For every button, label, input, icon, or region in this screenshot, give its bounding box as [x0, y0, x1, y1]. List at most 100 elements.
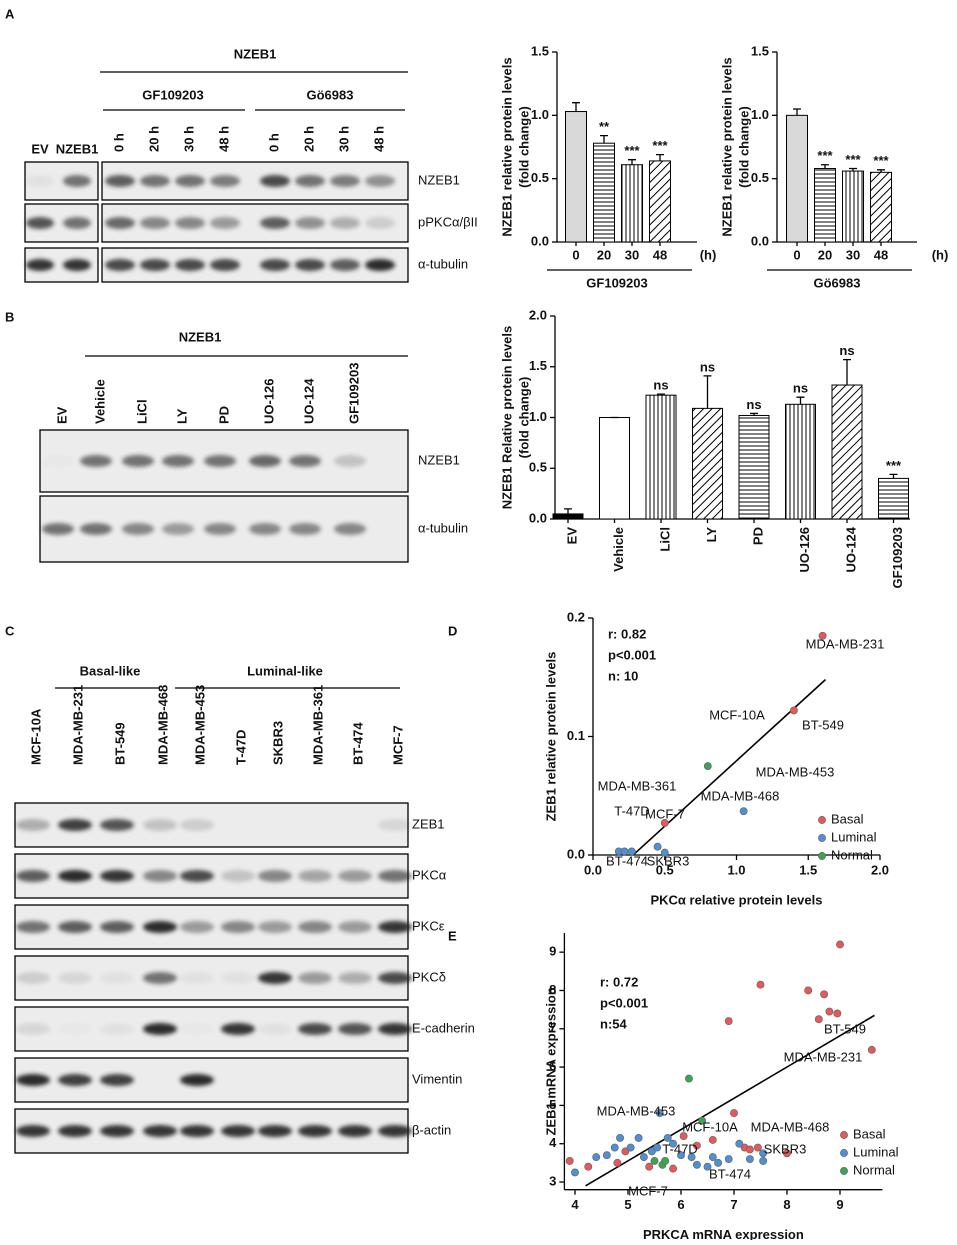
blot-band: [122, 523, 154, 535]
blot-band: [330, 175, 360, 187]
point-label: BT-549: [824, 1021, 866, 1036]
blot-band: [58, 1074, 92, 1086]
point: [698, 1116, 707, 1125]
y-tick-label: 1.0: [529, 409, 547, 424]
subgroup-label: GF109203: [142, 87, 203, 102]
point: [627, 847, 636, 856]
y-axis-label: ZEB1 mRNA expression: [543, 987, 558, 1135]
legend-swatch: [840, 1149, 848, 1157]
blot-band: [249, 523, 281, 535]
error-bar: [849, 167, 857, 172]
point: [621, 1147, 630, 1156]
blot-band: [365, 259, 395, 271]
protein-label: ZEB1: [412, 816, 445, 831]
blot-band: [295, 259, 325, 271]
blot-band: [143, 819, 177, 831]
blot-band: [378, 819, 412, 831]
blot-band: [338, 1125, 372, 1137]
x-axis-label: GF109203: [586, 275, 647, 290]
x-tick-label: 48: [874, 247, 888, 262]
y-tick-label: 5: [549, 1097, 556, 1112]
group-label: Basal-like: [80, 663, 141, 678]
y-axis-label: ZEB1 relative protein levels: [543, 652, 558, 822]
point: [634, 1134, 643, 1142]
fit-line: [585, 1014, 875, 1187]
blot-band: [100, 870, 134, 882]
point-label: MDA-MB-468: [751, 1119, 830, 1134]
blot-band: [330, 217, 360, 229]
protein-label: NZEB1: [418, 172, 460, 187]
point-label: MCF-10A: [709, 707, 765, 722]
point: [703, 762, 712, 771]
bar: [552, 513, 584, 520]
x-tick-label: 1.5: [799, 862, 817, 877]
error-bar: [843, 358, 851, 386]
blot-band: [378, 972, 412, 984]
bar: [738, 414, 770, 520]
protein-label: pPKCα/βII: [418, 214, 478, 229]
point: [639, 1153, 648, 1162]
lane-label: MCF-10A: [28, 708, 43, 765]
blot-band: [330, 259, 360, 271]
protein-label: NZEB1: [418, 452, 460, 467]
point: [692, 1141, 701, 1150]
blot-band: [260, 175, 290, 187]
blot-band: [58, 870, 92, 882]
y-tick-label: 1.0: [531, 107, 549, 122]
blot-band: [143, 1125, 177, 1137]
point: [789, 706, 798, 715]
blot-band: [175, 259, 205, 271]
point: [745, 1155, 754, 1163]
point: [804, 986, 813, 995]
y-axis-label: NZEB1 relative protein levels: [719, 57, 734, 236]
bar: [565, 111, 587, 243]
lane-label: GF109203: [346, 363, 361, 424]
legend-label: Basal: [831, 811, 864, 826]
y-tick-label: 0.0: [529, 510, 547, 525]
point: [756, 980, 765, 989]
y-axis-label: (fold change): [516, 377, 531, 459]
error-bar: [750, 412, 758, 416]
point: [602, 1151, 611, 1160]
bar: [842, 170, 864, 243]
significance-label: ns: [653, 378, 668, 393]
point-label: MDA-MB-361: [598, 778, 677, 793]
x-tick-label: 5: [624, 1197, 631, 1212]
x-tick-label: 20: [818, 247, 832, 262]
blot-band: [298, 972, 332, 984]
lane-label: 0 h: [111, 133, 126, 152]
point: [818, 631, 827, 640]
lane-label: BT-474: [350, 722, 365, 765]
point: [735, 1139, 744, 1148]
stat-label: r: 0.82: [608, 626, 646, 641]
subgroup-label: Gö6983: [307, 87, 354, 102]
error-bar: [657, 393, 665, 396]
blot-band: [143, 972, 177, 984]
x-axis-label: PKCα relative protein levels: [650, 892, 822, 907]
point: [753, 1143, 762, 1152]
x-tick-label: 0.5: [656, 862, 674, 877]
x-tick-label: 0: [572, 247, 579, 262]
bar: [621, 164, 643, 243]
blot-band: [378, 1125, 412, 1137]
panel-label: D: [448, 623, 457, 638]
point: [669, 1164, 678, 1173]
point: [687, 1153, 696, 1162]
point-label: BT-474: [606, 853, 648, 868]
blot-band: [140, 259, 170, 271]
blot-band: [105, 259, 135, 271]
y-tick-label: 1.0: [751, 107, 769, 122]
point-label: MCF-7: [645, 806, 685, 821]
y-axis-label: (fold change): [736, 106, 751, 188]
blot-band: [58, 819, 92, 831]
blot-band: [140, 175, 170, 187]
bar: [593, 142, 615, 243]
point: [679, 1132, 688, 1141]
blot-band: [221, 1023, 255, 1035]
error-bar: [821, 164, 829, 169]
point-label: SKBR3: [764, 1141, 807, 1156]
blot-band: [338, 870, 372, 882]
y-tick-label: 0.0: [567, 846, 585, 861]
point: [867, 1045, 876, 1054]
